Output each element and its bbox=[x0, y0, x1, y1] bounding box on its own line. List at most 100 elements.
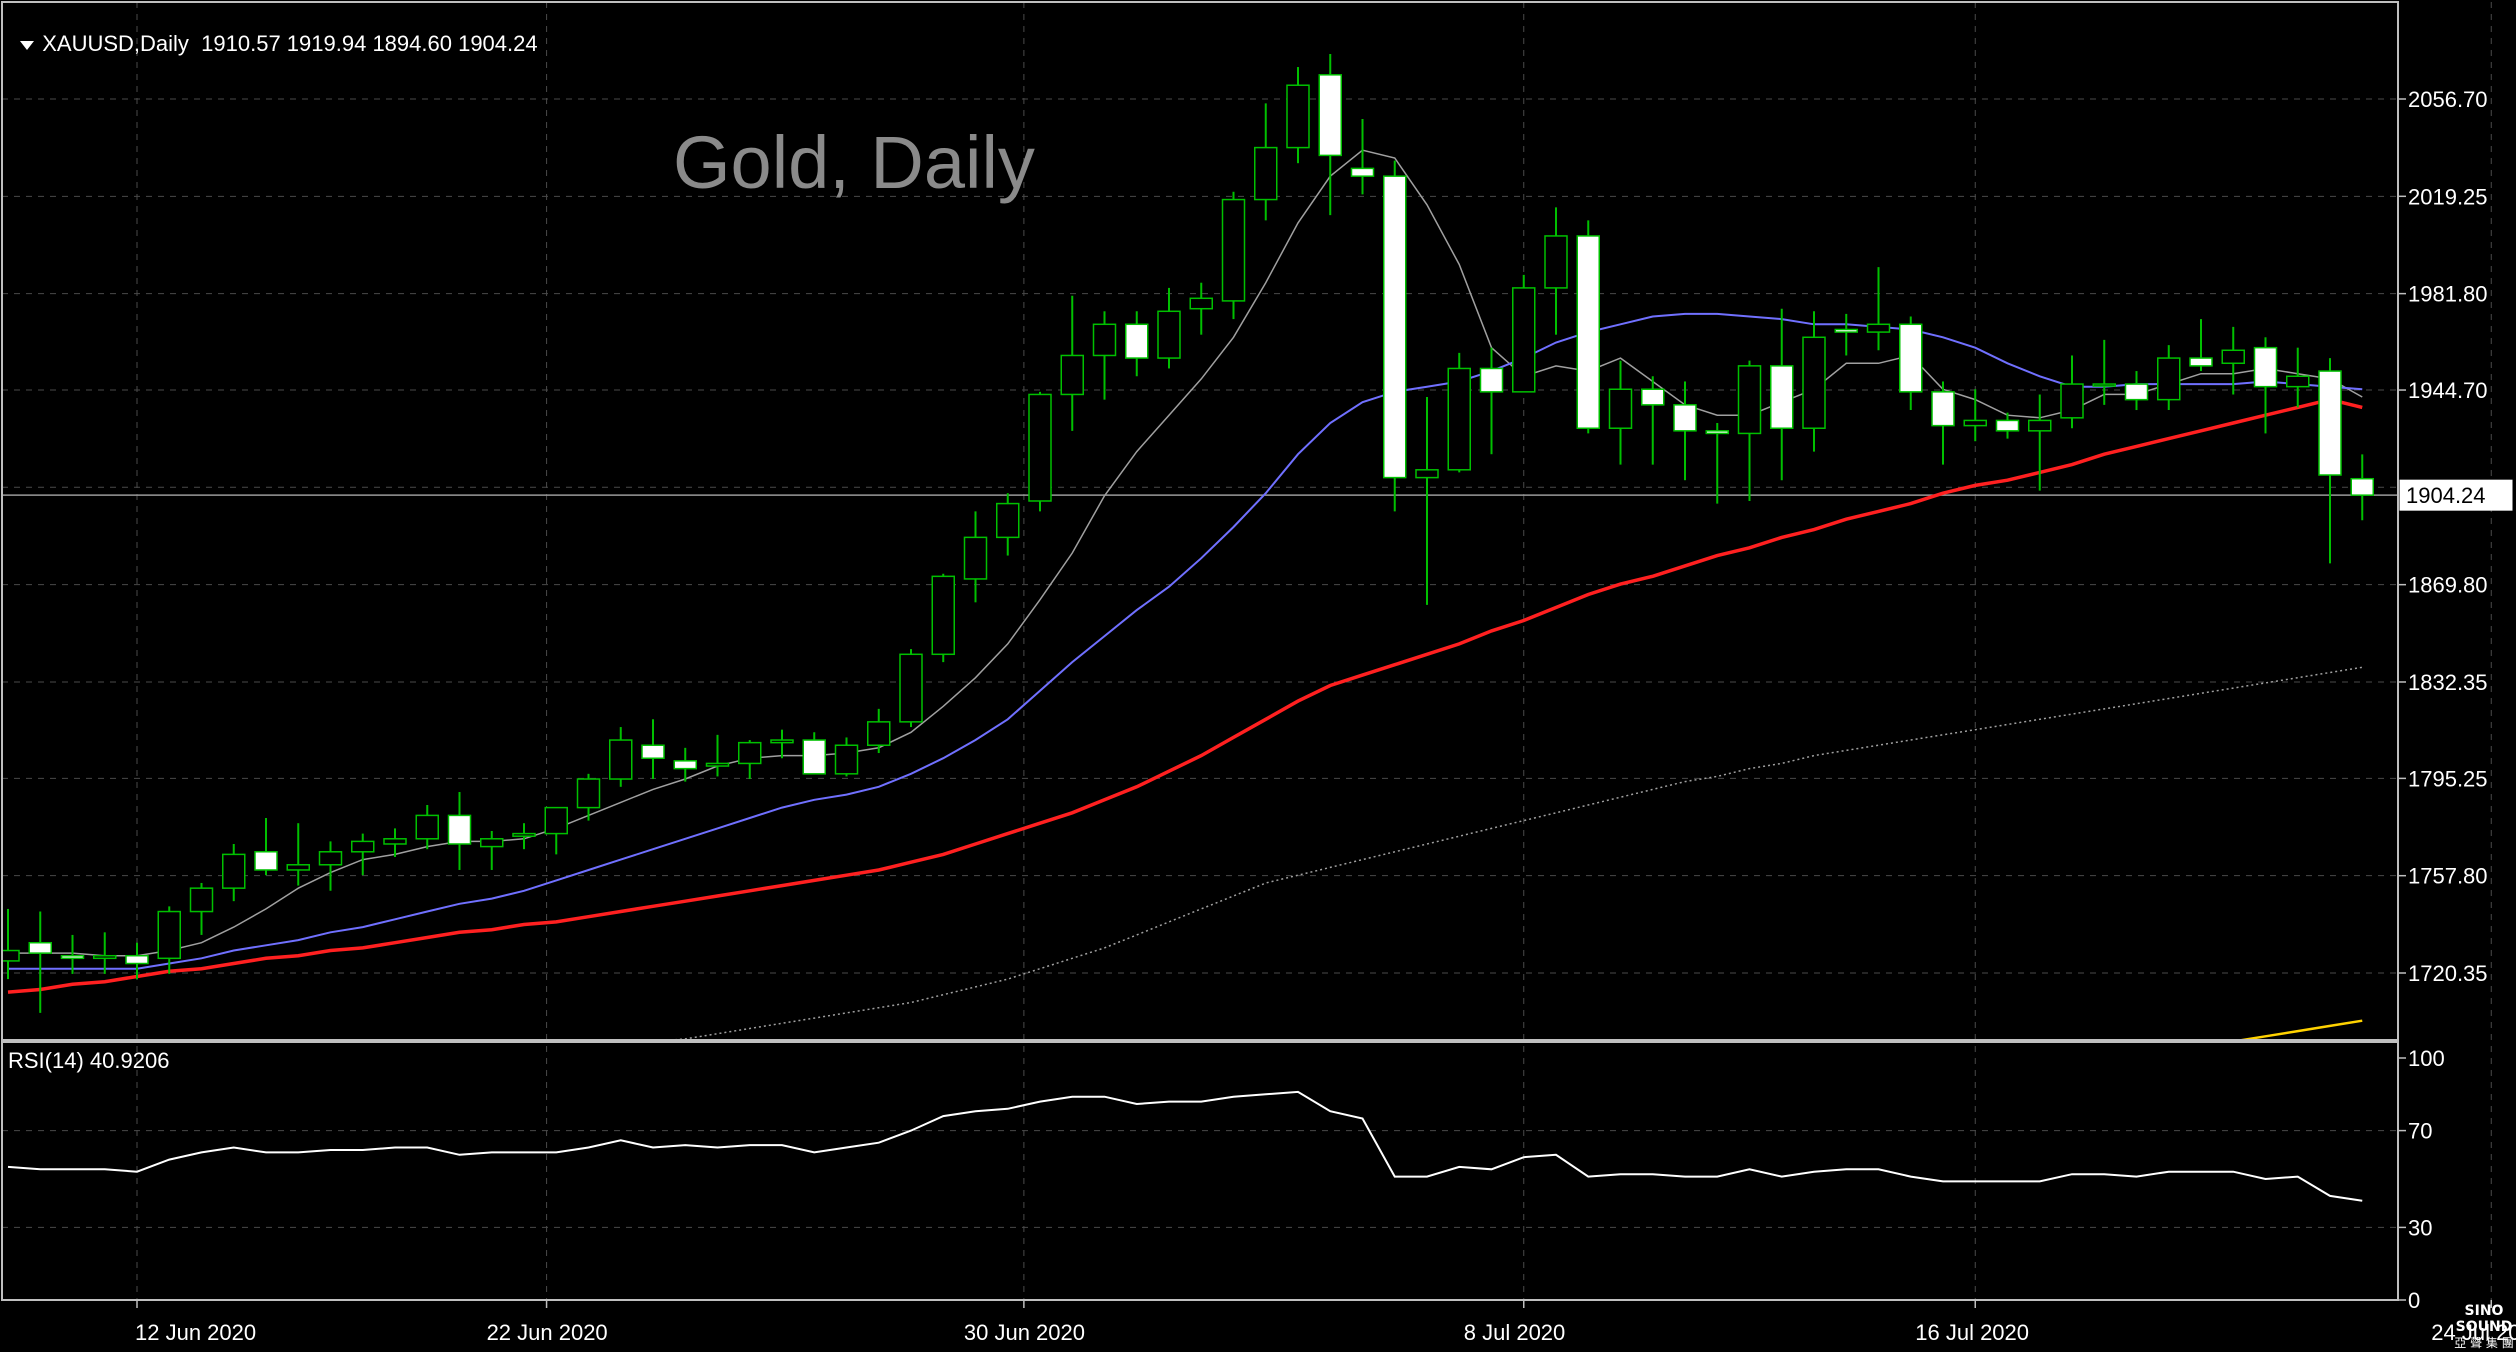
candle-body bbox=[1318, 74, 1342, 157]
candle bbox=[641, 719, 665, 780]
candle-body bbox=[1125, 323, 1149, 359]
candle-body bbox=[157, 910, 181, 960]
candle-body bbox=[1608, 388, 1633, 429]
candle-body bbox=[1157, 310, 1181, 359]
candle bbox=[447, 792, 472, 870]
rsi-tick-label: 0 bbox=[2408, 1288, 2420, 1313]
moving-average-ma_slow bbox=[7, 397, 2363, 994]
candle-body bbox=[1350, 167, 1375, 177]
candle-body bbox=[802, 739, 826, 775]
candle bbox=[1447, 352, 1471, 473]
candle-body bbox=[1834, 328, 1858, 333]
candle-body bbox=[60, 954, 85, 960]
candle bbox=[60, 934, 85, 974]
price-tick-label: 1981.80 bbox=[2408, 282, 2488, 307]
candle bbox=[1770, 308, 1794, 481]
logo-text: SINO SOUND bbox=[2455, 1303, 2513, 1335]
candle-body bbox=[1931, 391, 1955, 427]
date-tick-label: 30 Jun 2020 bbox=[964, 1320, 1085, 1345]
candle bbox=[1802, 311, 1826, 452]
candle bbox=[1705, 423, 1729, 504]
candle-body bbox=[447, 814, 472, 845]
logo-subtext: 亞 聲 集 團 bbox=[2454, 1336, 2514, 1350]
candle-body bbox=[1802, 336, 1826, 429]
candle-body bbox=[2221, 349, 2245, 365]
date-tick-label: 8 Jul 2020 bbox=[1464, 1320, 1566, 1345]
candle bbox=[1544, 207, 1568, 335]
candle-body bbox=[2189, 357, 2213, 367]
candle bbox=[1092, 311, 1117, 400]
candle bbox=[867, 708, 891, 754]
candle-body bbox=[576, 778, 601, 809]
candle-body bbox=[1254, 146, 1278, 201]
candle bbox=[1834, 313, 1858, 356]
price-tick-label: 1720.35 bbox=[2408, 961, 2488, 986]
candle-body bbox=[673, 760, 697, 770]
candle-body bbox=[1770, 365, 1794, 429]
candle bbox=[351, 833, 375, 876]
candle-body bbox=[2253, 346, 2278, 388]
candle bbox=[2318, 358, 2342, 564]
moving-average-ma_mid bbox=[8, 312, 2363, 970]
candle bbox=[2157, 345, 2181, 411]
candle bbox=[963, 511, 988, 603]
candle-body bbox=[738, 741, 762, 765]
price-tick-label: 1795.25 bbox=[2408, 766, 2488, 791]
chart-frame bbox=[1, 1, 2399, 1301]
candle bbox=[1866, 267, 1891, 351]
candle-body bbox=[383, 838, 407, 845]
candle bbox=[2092, 339, 2116, 405]
candle bbox=[2124, 371, 2149, 411]
candle bbox=[1931, 381, 1955, 465]
candle-body bbox=[415, 814, 439, 840]
candle bbox=[1125, 311, 1149, 377]
candle bbox=[1383, 160, 1407, 512]
candle bbox=[512, 823, 536, 850]
candle bbox=[222, 843, 246, 902]
candle-body bbox=[2350, 477, 2374, 496]
current-price-box bbox=[2399, 479, 2513, 511]
candle bbox=[480, 830, 504, 870]
candle-body bbox=[1641, 388, 1665, 406]
candle-body bbox=[1673, 404, 1697, 432]
candle-body bbox=[1060, 354, 1084, 396]
candle-body bbox=[318, 851, 343, 866]
candle-body bbox=[1899, 323, 1923, 393]
candle bbox=[1028, 391, 1052, 512]
candle bbox=[1673, 381, 1697, 481]
candle bbox=[1995, 412, 2020, 439]
candle bbox=[28, 911, 52, 1013]
candle bbox=[2060, 355, 2084, 429]
candle-body bbox=[899, 653, 923, 723]
candle bbox=[1641, 376, 1665, 465]
grid-lines bbox=[2, 2, 2492, 1300]
candle bbox=[2286, 347, 2310, 408]
candle bbox=[1157, 287, 1181, 369]
candle bbox=[576, 773, 601, 821]
candle-body bbox=[544, 806, 568, 835]
candle bbox=[2028, 394, 2052, 491]
candle-body bbox=[2, 949, 20, 962]
main-panel-frame bbox=[1, 1, 2399, 1041]
candle-body bbox=[1028, 393, 1052, 502]
candle-body bbox=[1286, 84, 1310, 149]
dropdown-triangle-icon[interactable] bbox=[20, 40, 35, 50]
candle-body bbox=[834, 744, 859, 775]
candle-body bbox=[1479, 367, 1504, 393]
candle-body bbox=[996, 502, 1020, 539]
candle bbox=[318, 841, 343, 891]
candle bbox=[770, 729, 794, 759]
candle bbox=[931, 573, 955, 663]
candle-body bbox=[1221, 198, 1246, 302]
price-tick-label: 2019.25 bbox=[2408, 184, 2488, 209]
candle bbox=[802, 732, 826, 775]
candle-body bbox=[770, 739, 794, 744]
candle bbox=[673, 747, 697, 782]
price-tick-label: 1757.80 bbox=[2408, 864, 2488, 889]
candle bbox=[2, 908, 20, 980]
candle bbox=[93, 932, 117, 974]
candle-body bbox=[2124, 383, 2149, 401]
candle-body bbox=[609, 739, 633, 780]
symbol-header[interactable]: XAUUSD,Daily 1910.57 1919.94 1894.60 190… bbox=[8, 5, 538, 57]
